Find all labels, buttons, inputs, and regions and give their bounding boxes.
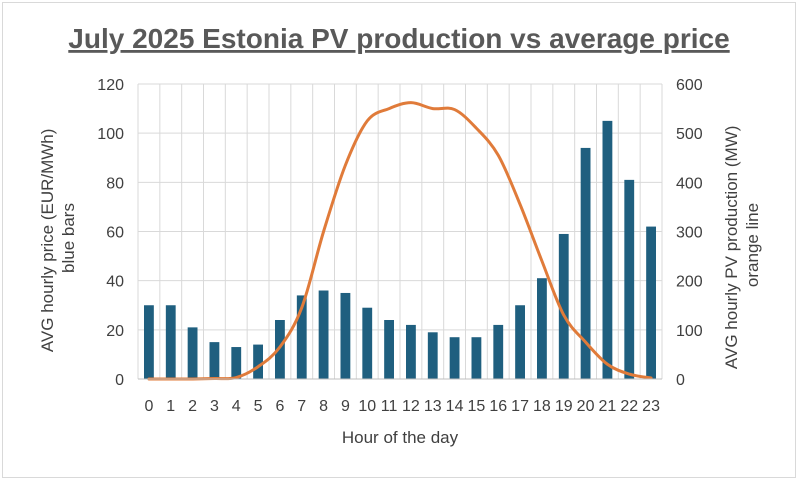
chart-title: July 2025 Estonia PV production vs avera… [68,23,729,54]
price-bar [165,305,176,379]
y-tick-label: 100 [97,126,124,143]
x-tick-label: 4 [232,398,241,415]
price-bar [144,305,154,379]
price-bar [296,295,307,379]
price-bar [253,344,263,379]
x-tick-label: 8 [319,398,328,415]
y2-axis-label-line-1: AVG hourly PV production (MW) [722,126,741,369]
price-bar [558,233,569,379]
y2-axis-label: AVG hourly PV production (MW) orange lin… [722,121,762,369]
y-tick-label: 0 [115,372,124,389]
y2-tick-label: 600 [676,77,703,94]
x-tick-label: 21 [599,398,617,415]
x-tick-label: 20 [577,398,595,415]
y-tick-label: 60 [106,225,124,242]
y-axis-label-line-2: blue bars [59,203,78,273]
price-bar [646,226,656,379]
x-tick-label: 12 [402,398,420,415]
price-bar [362,307,373,379]
x-tick-label: 17 [511,398,529,415]
line-series [147,101,653,381]
x-tick-label: 9 [341,398,350,415]
price-bar [471,337,482,379]
x-tick-label: 23 [642,398,660,415]
y-axis-label-line-1: AVG hourly price (EUR/MWh) [38,129,57,353]
y2-axis-label-line-2: orange line [743,203,762,287]
y2-tick-label: 200 [676,274,703,291]
price-bar [537,278,547,379]
x-tick-label: 13 [424,398,442,415]
price-bar [602,120,613,379]
price-bar [406,324,416,379]
bar-series [144,120,656,379]
y2-tick-label: 400 [676,175,703,192]
price-bar [209,342,220,379]
price-bar [515,305,525,379]
price-bar [384,320,394,379]
x-tick-label: 14 [446,398,464,415]
x-tick-label: 3 [210,398,219,415]
price-bar [449,337,460,379]
y2-tick-label: 100 [676,323,703,340]
price-bar [340,292,351,379]
pv-production-line [147,101,653,381]
x-tick-label: 5 [254,398,263,415]
y-tick-label: 80 [106,175,124,192]
y2-tick-label: 0 [676,372,685,389]
y2-tick-label: 500 [676,126,703,143]
x-tick-label: 6 [275,398,284,415]
x-tick-label: 10 [358,398,376,415]
price-bar [231,347,242,379]
x-axis-label: Hour of the day [342,428,459,447]
x-tick-label: 15 [468,398,486,415]
y-tick-label: 40 [106,274,124,291]
price-bar [493,324,504,379]
price-bar [580,147,591,379]
price-bar [187,327,198,379]
price-bar [427,332,438,379]
x-tick-label: 11 [381,398,398,415]
y-axis-label: AVG hourly price (EUR/MWh) blue bars [38,124,78,352]
y-tick-label: 20 [106,323,124,340]
x-tick-label: 7 [297,398,306,415]
x-tick-label: 18 [533,398,551,415]
x-tick-label: 0 [144,398,153,415]
x-tick-label: 19 [555,398,573,415]
x-tick-label: 2 [188,398,197,415]
y2-tick-label: 300 [676,225,703,242]
y-tick-label: 120 [97,77,124,94]
x-tick-label: 1 [166,398,175,415]
x-tick-label: 22 [620,398,638,415]
price-bar [624,179,635,379]
price-bar [318,290,329,379]
x-tick-label: 16 [489,398,507,415]
